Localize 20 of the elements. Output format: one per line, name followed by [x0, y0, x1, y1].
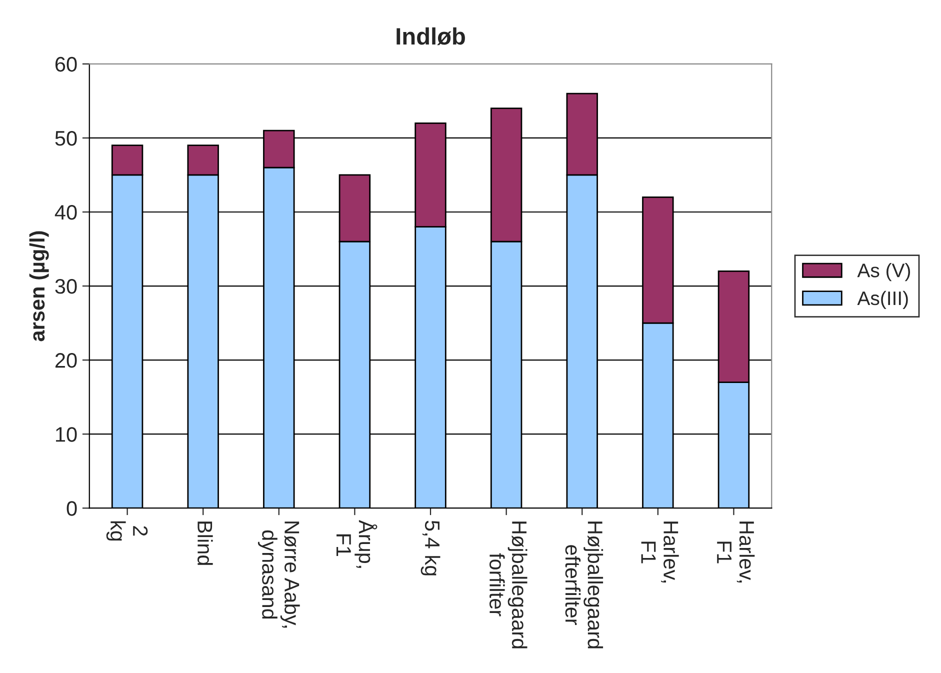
x-tick-label: Nørre Aaby, dynasand: [258, 522, 300, 628]
y-tick-label: 40: [54, 204, 77, 220]
x-tick-label: 5,4 kg: [420, 520, 440, 576]
y-tick-label: 10: [56, 427, 77, 442]
y-axis-title: arsen (µg/l): [29, 231, 49, 342]
y-tick-label: 20: [55, 353, 77, 368]
legend-label: As (V): [857, 263, 910, 282]
chart-title: Indløb: [396, 27, 465, 46]
x-tick-label: Harlev, F1: [641, 522, 679, 582]
legend-label: As(III): [857, 290, 908, 310]
x-tick-label: Højballegaard forfilter: [490, 522, 528, 648]
x-tick-label: Harlev, F1: [717, 522, 755, 582]
y-tick-label: 50: [55, 130, 77, 146]
x-tick-label: 2 kg: [106, 521, 148, 541]
x-tick-label: Højballegaard efterfilter: [565, 522, 604, 648]
y-tick-label: 30: [55, 279, 77, 294]
y-tick-label: 0: [66, 501, 77, 516]
y-tick-label: 60: [55, 56, 77, 72]
x-tick-label: Årup, F1: [336, 520, 378, 568]
x-tick-label: Blind: [198, 522, 213, 565]
